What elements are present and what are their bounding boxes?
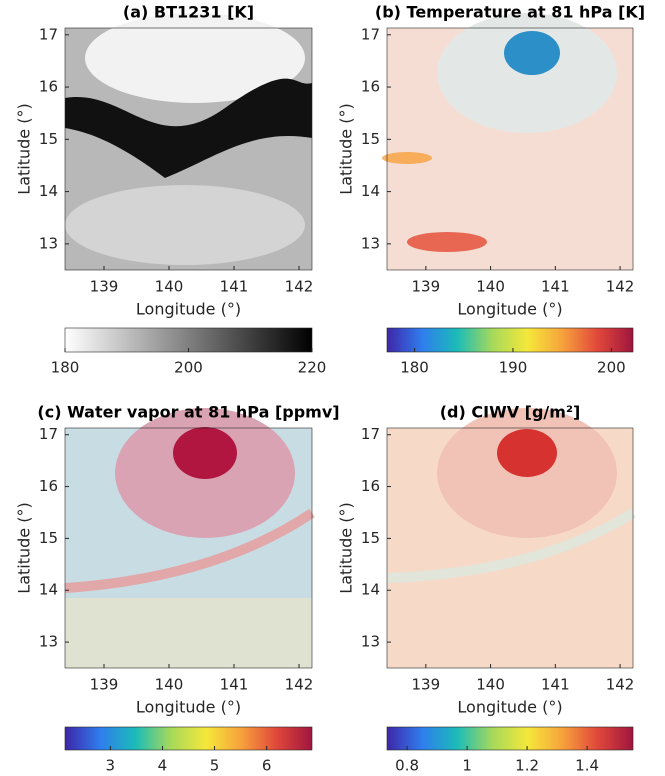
colorbar-tick-label: 0.8: [395, 757, 419, 775]
colorbar-tick-label: 200: [597, 359, 626, 377]
x-axis-label: Longitude (°): [457, 300, 562, 319]
panel-title: (d) CIWV [g/m²]: [440, 403, 581, 422]
colorbar-tick-label: 5: [210, 757, 220, 775]
colorbar-tick-label: 3: [106, 757, 116, 775]
y-axis-label: Latitude (°): [15, 103, 34, 194]
y-tick-label: 14: [361, 581, 380, 599]
x-tick-label: 142: [285, 676, 314, 694]
y-tick-label: 14: [361, 182, 380, 200]
colorbar: [64, 726, 313, 751]
y-tick-label: 17: [39, 25, 58, 43]
field: [65, 185, 305, 265]
colorbar: [386, 327, 634, 353]
colorbar-tick-label: 6: [262, 757, 272, 775]
y-tick-label: 17: [361, 425, 380, 443]
y-tick-label: 15: [39, 130, 58, 148]
x-tick-label: 139: [90, 676, 119, 694]
colorbar-tick-label: 180: [51, 359, 80, 377]
colorbar-tick-label: 1: [462, 757, 472, 775]
y-tick-label: 14: [39, 182, 58, 200]
x-tick-label: 140: [155, 676, 184, 694]
y-tick-label: 15: [361, 529, 380, 547]
x-tick-label: 140: [476, 676, 505, 694]
y-tick-label: 13: [39, 633, 58, 651]
field: [504, 31, 560, 75]
x-tick-label: 141: [220, 676, 249, 694]
x-tick-label: 142: [606, 278, 635, 296]
x-tick-label: 139: [412, 676, 441, 694]
field: [407, 232, 487, 252]
y-tick-label: 15: [361, 130, 380, 148]
y-tick-label: 14: [39, 581, 58, 599]
y-tick-label: 15: [39, 529, 58, 547]
colorbar-tick-label: 190: [499, 359, 528, 377]
y-tick-label: 16: [361, 477, 380, 495]
y-axis-label: Latitude (°): [15, 502, 34, 593]
field: [65, 598, 312, 668]
y-tick-label: 16: [39, 78, 58, 96]
x-axis-label: Longitude (°): [136, 698, 241, 717]
axes-box: [64, 27, 313, 271]
axes-box: [386, 427, 634, 669]
y-tick-label: 16: [361, 78, 380, 96]
axes-box: [386, 27, 634, 271]
field: [173, 427, 237, 479]
panel-title: (a) BT1231 [K]: [123, 3, 254, 22]
y-axis-label: Latitude (°): [337, 502, 356, 593]
axes-box: [64, 427, 313, 669]
field: [382, 152, 432, 164]
x-axis-label: Longitude (°): [136, 300, 241, 319]
x-tick-label: 140: [155, 278, 184, 296]
colorbar-tick-label: 1.2: [515, 757, 539, 775]
x-tick-label: 140: [476, 278, 505, 296]
colorbar-tick-label: 220: [298, 359, 327, 377]
x-tick-label: 139: [90, 278, 119, 296]
y-tick-label: 13: [361, 234, 380, 252]
y-tick-label: 13: [361, 633, 380, 651]
field: [386, 508, 636, 583]
field: [65, 78, 312, 178]
y-tick-label: 16: [39, 477, 58, 495]
x-tick-label: 142: [285, 278, 314, 296]
field: [64, 508, 315, 593]
y-tick-label: 17: [39, 425, 58, 443]
panel-title: (b) Temperature at 81 hPa [K]: [375, 3, 645, 22]
colorbar: [386, 726, 634, 751]
x-tick-label: 139: [412, 278, 441, 296]
x-tick-label: 141: [541, 676, 570, 694]
y-tick-label: 13: [39, 234, 58, 252]
panel-title: (c) Water vapor at 81 hPa [ppmv]: [37, 403, 339, 422]
x-tick-label: 141: [220, 278, 249, 296]
y-tick-label: 17: [361, 25, 380, 43]
colorbar-tick-label: 1.4: [575, 757, 599, 775]
x-tick-label: 142: [606, 676, 635, 694]
field: [85, 13, 305, 103]
x-axis-label: Longitude (°): [457, 698, 562, 717]
colorbar-tick-label: 4: [158, 757, 168, 775]
colorbar-tick-label: 180: [400, 359, 429, 377]
colorbar-tick-label: 200: [174, 359, 203, 377]
field: [497, 429, 557, 477]
y-axis-label: Latitude (°): [337, 103, 356, 194]
x-tick-label: 141: [541, 278, 570, 296]
